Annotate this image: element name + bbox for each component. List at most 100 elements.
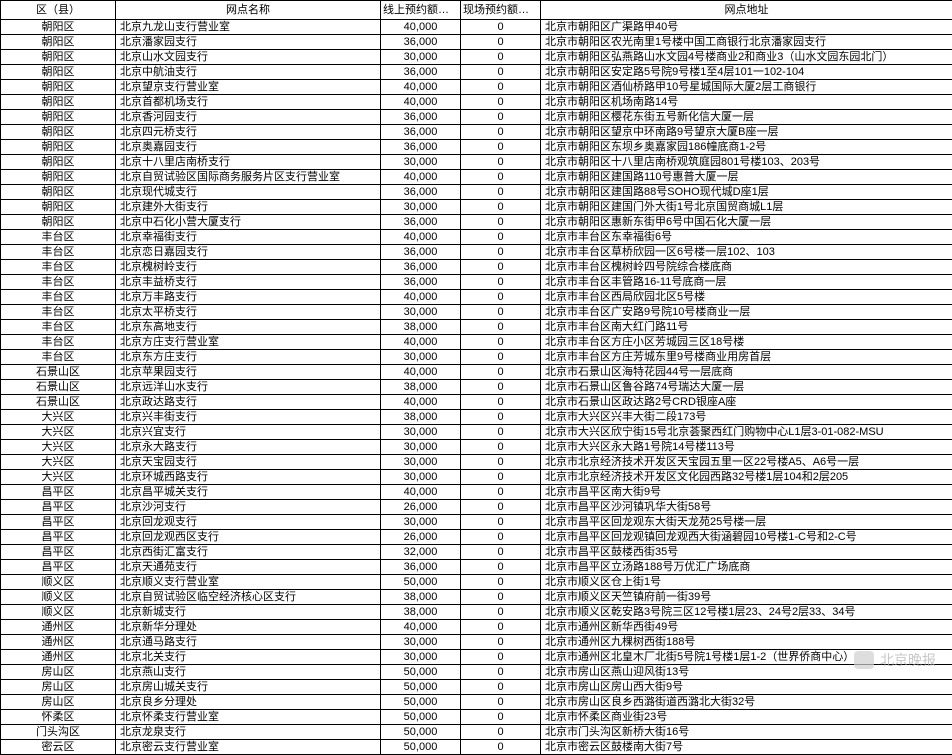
cell-branch: 北京远洋山水支行 xyxy=(116,380,381,395)
cell-branch: 北京兴宜支行 xyxy=(116,425,381,440)
cell-branch: 北京沙河支行 xyxy=(116,500,381,515)
cell-onsite: 0 xyxy=(461,545,541,560)
cell-address: 北京市顺义区仓上街1号 xyxy=(541,575,952,590)
cell-onsite: 0 xyxy=(461,155,541,170)
col-district: 区（县） xyxy=(1,1,116,20)
cell-onsite: 0 xyxy=(461,245,541,260)
cell-branch: 北京潘家园支行 xyxy=(116,35,381,50)
cell-address: 北京市朝阳区安定路5号院9号楼1至4层101一102-104 xyxy=(541,65,952,80)
cell-online: 30,000 xyxy=(381,305,461,320)
cell-onsite: 0 xyxy=(461,275,541,290)
cell-online: 40,000 xyxy=(381,80,461,95)
cell-branch: 北京香河园支行 xyxy=(116,110,381,125)
cell-onsite: 0 xyxy=(461,80,541,95)
cell-district: 房山区 xyxy=(1,665,116,680)
cell-district: 朝阳区 xyxy=(1,110,116,125)
cell-online: 38,000 xyxy=(381,380,461,395)
cell-online: 36,000 xyxy=(381,140,461,155)
cell-district: 朝阳区 xyxy=(1,155,116,170)
cell-address: 北京市昌平区回龙观东大街天龙苑25号楼一层 xyxy=(541,515,952,530)
cell-online: 30,000 xyxy=(381,200,461,215)
cell-address: 北京市丰台区草桥欣园一区6号楼一层102、103 xyxy=(541,245,952,260)
cell-district: 朝阳区 xyxy=(1,200,116,215)
table-row: 顺义区北京自贸试验区临空经济核心区支行38,0000北京市顺义区天竺镇府前一街3… xyxy=(1,590,952,605)
table-row: 房山区北京燕山支行50,0000北京市房山区燕山迎风街13号 xyxy=(1,665,952,680)
cell-online: 40,000 xyxy=(381,290,461,305)
cell-online: 30,000 xyxy=(381,440,461,455)
branch-table: 区（县） 网点名称 线上预约额度（枚） 现场预约额度（枚） 网点地址 朝阳区北京… xyxy=(0,0,952,755)
cell-address: 北京市通州区新华西街49号 xyxy=(541,620,952,635)
table-row: 通州区北京通马路支行30,0000北京市通州区九棵树西街188号 xyxy=(1,635,952,650)
cell-online: 40,000 xyxy=(381,365,461,380)
table-row: 顺义区北京顺义支行营业室50,0000北京市顺义区仓上街1号 xyxy=(1,575,952,590)
cell-address: 北京市北京经济技术开发区文化园西路32号楼1层104和2层205 xyxy=(541,470,952,485)
cell-branch: 北京天宝园支行 xyxy=(116,455,381,470)
cell-address: 北京市北京经济技术开发区天宝园五里一区22号楼A5、A6号一层 xyxy=(541,455,952,470)
cell-district: 朝阳区 xyxy=(1,80,116,95)
cell-address: 北京市昌平区南大街9号 xyxy=(541,485,952,500)
cell-branch: 北京回龙观支行 xyxy=(116,515,381,530)
cell-district: 朝阳区 xyxy=(1,170,116,185)
table-row: 朝阳区北京望京支行营业室40,0000北京市朝阳区酒仙桥路甲10号星城国际大厦2… xyxy=(1,80,952,95)
cell-online: 26,000 xyxy=(381,530,461,545)
cell-online: 50,000 xyxy=(381,695,461,710)
table-row: 昌平区北京回龙观西区支行26,0000北京市昌平区回龙观镇回龙观西大街涵碧园10… xyxy=(1,530,952,545)
cell-district: 朝阳区 xyxy=(1,50,116,65)
cell-branch: 北京望京支行营业室 xyxy=(116,80,381,95)
cell-onsite: 0 xyxy=(461,350,541,365)
table-row: 丰台区北京万丰路支行40,0000北京市丰台区西局欣园北区5号楼 xyxy=(1,290,952,305)
table-row: 丰台区北京丰益桥支行36,0000北京市丰台区丰管路16-11号底商一层 xyxy=(1,275,952,290)
cell-district: 昌平区 xyxy=(1,530,116,545)
table-row: 大兴区北京天宝园支行30,0000北京市北京经济技术开发区天宝园五里一区22号楼… xyxy=(1,455,952,470)
cell-branch: 北京苹果园支行 xyxy=(116,365,381,380)
cell-branch: 北京中石化小营大厦支行 xyxy=(116,215,381,230)
cell-onsite: 0 xyxy=(461,500,541,515)
cell-district: 石景山区 xyxy=(1,380,116,395)
cell-address: 北京市朝阳区弘燕路山水文园4号楼商业2和商业3（山水文园东园北门） xyxy=(541,50,952,65)
cell-address: 北京市通州区九棵树西街188号 xyxy=(541,635,952,650)
cell-address: 北京市房山区燕山迎风街13号 xyxy=(541,665,952,680)
cell-online: 38,000 xyxy=(381,605,461,620)
cell-address: 北京市丰台区方庄芳城东里9号楼商业用房首层 xyxy=(541,350,952,365)
cell-branch: 北京东方庄支行 xyxy=(116,350,381,365)
cell-online: 40,000 xyxy=(381,620,461,635)
cell-district: 大兴区 xyxy=(1,425,116,440)
cell-onsite: 0 xyxy=(461,560,541,575)
cell-district: 大兴区 xyxy=(1,410,116,425)
cell-branch: 北京政达路支行 xyxy=(116,395,381,410)
cell-branch: 北京方庄支行营业室 xyxy=(116,335,381,350)
cell-district: 门头沟区 xyxy=(1,725,116,740)
cell-branch: 北京山水文园支行 xyxy=(116,50,381,65)
cell-online: 40,000 xyxy=(381,20,461,35)
cell-online: 30,000 xyxy=(381,155,461,170)
table-row: 朝阳区北京建外大街支行30,0000北京市朝阳区建国门外大街1号北京国贸商城L1… xyxy=(1,200,952,215)
cell-branch: 北京良乡分理处 xyxy=(116,695,381,710)
col-branch: 网点名称 xyxy=(116,1,381,20)
cell-onsite: 0 xyxy=(461,455,541,470)
table-row: 朝阳区北京山水文园支行30,0000北京市朝阳区弘燕路山水文园4号楼商业2和商业… xyxy=(1,50,952,65)
cell-district: 石景山区 xyxy=(1,395,116,410)
cell-address: 北京市大兴区永大路1号院14号楼113号 xyxy=(541,440,952,455)
cell-onsite: 0 xyxy=(461,95,541,110)
cell-branch: 北京燕山支行 xyxy=(116,665,381,680)
cell-branch: 北京万丰路支行 xyxy=(116,290,381,305)
cell-branch: 北京现代城支行 xyxy=(116,185,381,200)
cell-address: 北京市昌平区回龙观镇回龙观西大街涵碧园10号楼1-C号和2-C号 xyxy=(541,530,952,545)
cell-onsite: 0 xyxy=(461,110,541,125)
cell-address: 北京市丰台区东幸福街6号 xyxy=(541,230,952,245)
cell-onsite: 0 xyxy=(461,140,541,155)
cell-branch: 北京恋日嘉园支行 xyxy=(116,245,381,260)
cell-onsite: 0 xyxy=(461,200,541,215)
cell-district: 丰台区 xyxy=(1,245,116,260)
table-row: 石景山区北京苹果园支行40,0000北京市石景山区海特花园44号一层底商 xyxy=(1,365,952,380)
cell-branch: 北京建外大街支行 xyxy=(116,200,381,215)
cell-onsite: 0 xyxy=(461,650,541,665)
cell-branch: 北京四元桥支行 xyxy=(116,125,381,140)
cell-online: 50,000 xyxy=(381,575,461,590)
cell-onsite: 0 xyxy=(461,710,541,725)
table-row: 通州区北京新华分理处40,0000北京市通州区新华西街49号 xyxy=(1,620,952,635)
cell-district: 顺义区 xyxy=(1,590,116,605)
cell-branch: 北京天通苑支行 xyxy=(116,560,381,575)
cell-onsite: 0 xyxy=(461,620,541,635)
cell-onsite: 0 xyxy=(461,605,541,620)
